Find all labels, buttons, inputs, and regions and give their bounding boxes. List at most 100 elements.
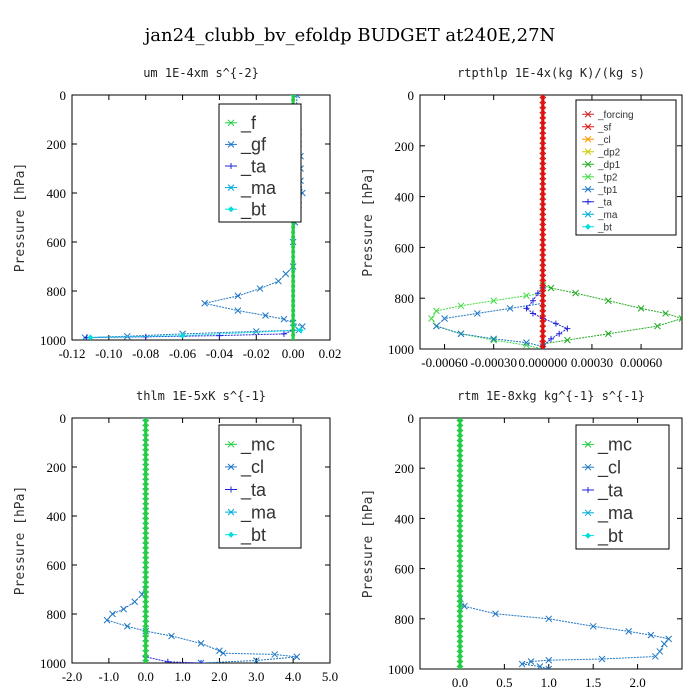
series-cl-point — [527, 658, 535, 665]
series-dp1-point — [572, 289, 579, 297]
y-tick-label: 600 — [395, 240, 415, 255]
series-cl-point — [545, 665, 553, 669]
series-mc-point — [456, 510, 464, 517]
series-sf-point — [539, 259, 547, 266]
series-mc-point — [142, 654, 150, 662]
y-tick-label: 800 — [47, 607, 67, 622]
series-sf-point — [539, 325, 547, 333]
series-ta-point — [198, 660, 204, 663]
series-ta-point — [523, 305, 530, 312]
legend-point — [584, 210, 592, 218]
series-mc-point — [456, 585, 464, 593]
legend-label: _cl — [240, 457, 264, 478]
panel-title: rtm 1E-8xkg kg^{-1} s^{-1} — [457, 389, 645, 403]
series-f-point — [291, 333, 296, 338]
series-f-point — [291, 298, 296, 303]
series-f-point — [291, 293, 296, 298]
x-tick-label: 1.0 — [541, 675, 557, 690]
series-sf-point — [539, 294, 547, 302]
y-tick-label: 1000 — [388, 662, 414, 677]
legend-label: _tp1 — [597, 185, 618, 196]
series-mc-point — [456, 615, 464, 623]
legend-point — [227, 184, 235, 191]
series-tp1-point — [457, 330, 465, 338]
series-dp1-point — [678, 315, 682, 322]
series-mc-point — [142, 463, 150, 471]
series-mc-point — [142, 620, 150, 628]
series-mc-point — [142, 659, 150, 663]
series-mc-point — [456, 444, 464, 452]
series-mc-point — [142, 542, 150, 549]
series-mc-point — [456, 545, 464, 552]
panel-title: rtpthlp 1E-4x(kg K)/(kg s) — [457, 66, 645, 80]
series-f-point — [291, 97, 296, 102]
series-mc-point — [456, 620, 464, 628]
series-gf-point — [234, 307, 242, 314]
series-mc-point — [142, 586, 150, 593]
series-mc-point — [456, 434, 464, 442]
series-f-point — [291, 235, 296, 240]
series-sf-point — [539, 95, 547, 99]
x-tick-label: -0.02 — [243, 346, 270, 361]
series-mc-point — [456, 650, 464, 658]
series-mc-point — [142, 600, 150, 608]
series-mc-point — [456, 474, 464, 482]
series-mc-point — [456, 459, 464, 467]
series-sf-point — [539, 305, 547, 312]
series-mc-point — [142, 644, 150, 652]
series-cl-point — [625, 627, 633, 635]
series-sf-point — [539, 106, 547, 114]
series-mc-point — [142, 512, 150, 520]
legend: _f_gf_ta_ma_bt — [218, 103, 302, 223]
y-axis-label: Pressure [hPa] — [13, 163, 28, 273]
x-tick-label: -0.06 — [169, 346, 197, 361]
series-cl-point — [660, 640, 668, 648]
series-sf-point — [539, 315, 547, 322]
legend-point — [585, 198, 591, 205]
series-mc-point — [456, 469, 464, 477]
series-sf-point — [539, 122, 547, 129]
series-mc-point — [142, 556, 150, 564]
series-mc-point — [142, 507, 150, 515]
legend-point — [585, 532, 591, 539]
series-mc-point — [142, 561, 150, 569]
series-ta-point — [534, 290, 541, 297]
series-mc-point — [142, 610, 150, 618]
series-sf-point — [539, 178, 547, 185]
series-tp2-point — [490, 336, 498, 344]
series-mc-point — [456, 580, 464, 588]
series-cl-point — [293, 653, 301, 661]
y-tick-label: 800 — [47, 284, 67, 299]
legend-label: _ta — [597, 197, 612, 208]
series-cl-point — [219, 649, 227, 657]
series-dp1-point — [637, 305, 645, 312]
series-dp1-point — [547, 284, 555, 292]
series-mc-point — [142, 635, 150, 642]
series-mc-point — [142, 453, 150, 461]
series-cl-point — [652, 653, 659, 660]
series-cl-point — [461, 602, 468, 610]
legend-point — [227, 508, 235, 516]
series-mc-point — [142, 591, 150, 598]
series-gf-point — [234, 292, 242, 300]
series-f-point — [291, 323, 296, 328]
series-sf-point — [539, 345, 547, 349]
series-mc-point — [456, 570, 464, 577]
plot-area — [71, 94, 331, 341]
panel-title: thlm 1E-5xK s^{-1} — [136, 389, 266, 403]
x-tick-label: 4.0 — [285, 669, 301, 684]
series-sf-point — [539, 244, 547, 251]
legend-label: _ma — [240, 178, 277, 199]
series-cl-point — [103, 616, 111, 624]
x-tick-label: 0.0 — [138, 669, 154, 684]
series-mc-point — [142, 630, 150, 637]
series-f-point — [291, 269, 296, 274]
series-sf-point — [539, 249, 547, 256]
y-tick-label: 200 — [395, 139, 415, 154]
legend-point — [227, 463, 235, 471]
x-tick-label: 0.000000 — [518, 355, 567, 370]
series-ta-point — [552, 320, 559, 327]
legend-box — [575, 99, 677, 236]
series-mc-point — [142, 448, 150, 456]
y-tick-label: 0 — [60, 88, 67, 103]
